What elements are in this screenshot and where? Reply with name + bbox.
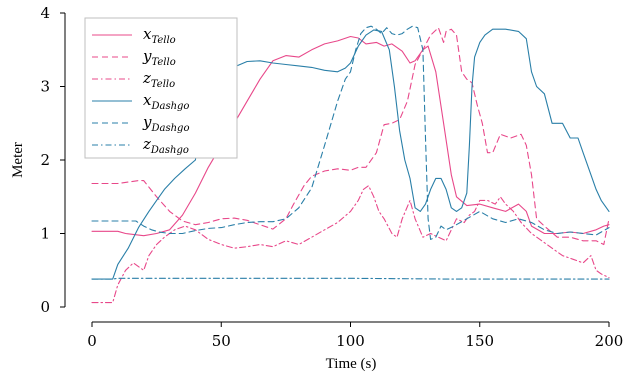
x-tick-label: 50	[212, 332, 231, 350]
series-line-x-tello	[91, 35, 610, 237]
y-tick-label: 0	[40, 298, 50, 316]
legend-label: xTello	[143, 25, 176, 46]
legend-label: zTello	[142, 69, 175, 90]
y-tick-label: 4	[40, 4, 50, 22]
x-tick-label: 200	[595, 332, 624, 350]
series-line-y-tello	[91, 27, 610, 246]
series-line-y-dashgo	[91, 25, 610, 240]
ticks: 0 1 2 3 4 0 50 100 150 200	[40, 4, 623, 350]
y-axis-title: Meter	[10, 142, 26, 178]
x-tick-label: 0	[87, 332, 97, 350]
y-tick-label: 2	[40, 151, 50, 169]
x-axis-title: Time (s)	[326, 356, 377, 372]
legend-label: yTello	[142, 47, 176, 68]
y-tick-label: 3	[40, 78, 50, 96]
series-line-z-dashgo	[91, 277, 610, 280]
x-tick-label: 100	[336, 332, 365, 350]
legend-box	[84, 17, 238, 159]
legend-label: xDashgo	[143, 91, 189, 112]
y-tick-label: 1	[40, 225, 50, 243]
series-line-z-tello	[91, 185, 610, 304]
legend-label: yDashgo	[142, 113, 189, 134]
x-tick-label: 150	[465, 332, 494, 350]
legend-label: zDashgo	[142, 135, 189, 156]
